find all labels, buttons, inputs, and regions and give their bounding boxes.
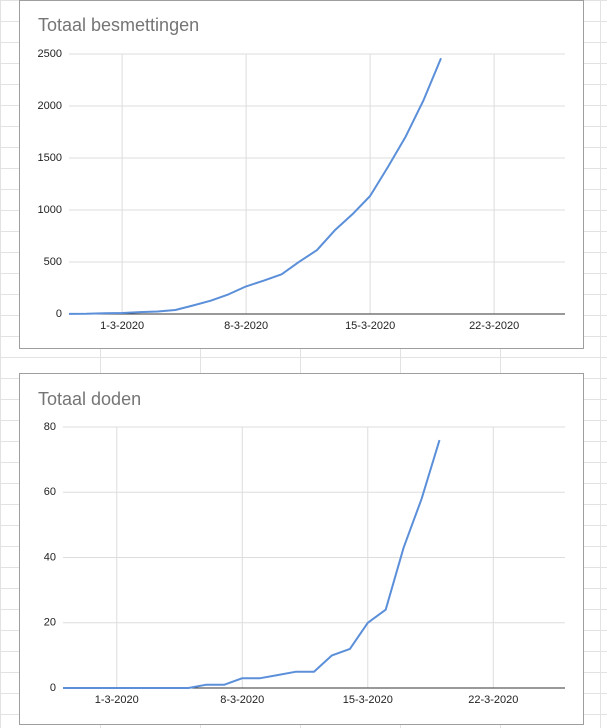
y-tick-label: 0 [50, 682, 56, 694]
x-tick-label: 1-3-2020 [100, 320, 144, 332]
y-tick-label: 1000 [38, 204, 62, 216]
y-tick-label: 1500 [38, 152, 62, 164]
y-tick-label: 0 [56, 308, 62, 320]
data-line [68, 57, 442, 315]
chart-frame [19, 373, 584, 725]
y-tick-label: 40 [44, 551, 56, 563]
y-tick-label: 2500 [38, 48, 62, 60]
y-tick-label: 500 [44, 256, 62, 268]
x-tick-label: 1-3-2020 [95, 694, 139, 706]
chart-title: Totaal besmettingen [38, 15, 199, 35]
y-tick-label: 80 [44, 421, 56, 433]
y-tick-label: 20 [44, 617, 56, 629]
y-tick-label: 2000 [38, 100, 62, 112]
chart-title: Totaal doden [38, 389, 141, 409]
x-tick-label: 22-3-2020 [468, 694, 518, 706]
x-tick-label: 15-3-2020 [343, 694, 393, 706]
y-tick-label: 60 [44, 486, 56, 498]
chart-frame [19, 0, 584, 349]
x-tick-label: 22-3-2020 [469, 320, 519, 332]
x-tick-label: 8-3-2020 [220, 694, 264, 706]
x-tick-label: 15-3-2020 [345, 320, 395, 332]
x-tick-label: 8-3-2020 [224, 320, 268, 332]
data-line [63, 439, 441, 689]
